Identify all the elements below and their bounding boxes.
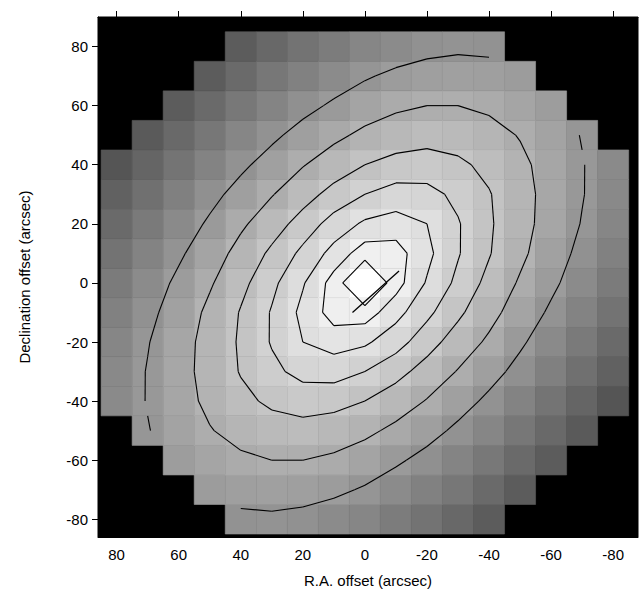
- svg-text:-40: -40: [66, 393, 88, 410]
- svg-text:40: 40: [71, 156, 88, 173]
- svg-text:-60: -60: [540, 546, 562, 563]
- svg-text:40: 40: [232, 546, 249, 563]
- svg-text:-60: -60: [66, 452, 88, 469]
- svg-text:80: 80: [71, 38, 88, 55]
- svg-text:20: 20: [71, 215, 88, 232]
- svg-text:60: 60: [170, 546, 187, 563]
- svg-text:-20: -20: [66, 334, 88, 351]
- svg-text:20: 20: [294, 546, 311, 563]
- svg-text:Declination offset (arcsec): Declination offset (arcsec): [16, 190, 33, 363]
- svg-text:-40: -40: [478, 546, 500, 563]
- svg-text:0: 0: [361, 546, 369, 563]
- svg-text:60: 60: [71, 97, 88, 114]
- svg-text:-80: -80: [602, 546, 624, 563]
- svg-text:80: 80: [108, 546, 125, 563]
- svg-text:R.A. offset (arcsec): R.A. offset (arcsec): [304, 572, 432, 589]
- svg-text:-80: -80: [66, 511, 88, 528]
- svg-text:-20: -20: [416, 546, 438, 563]
- svg-text:0: 0: [80, 274, 88, 291]
